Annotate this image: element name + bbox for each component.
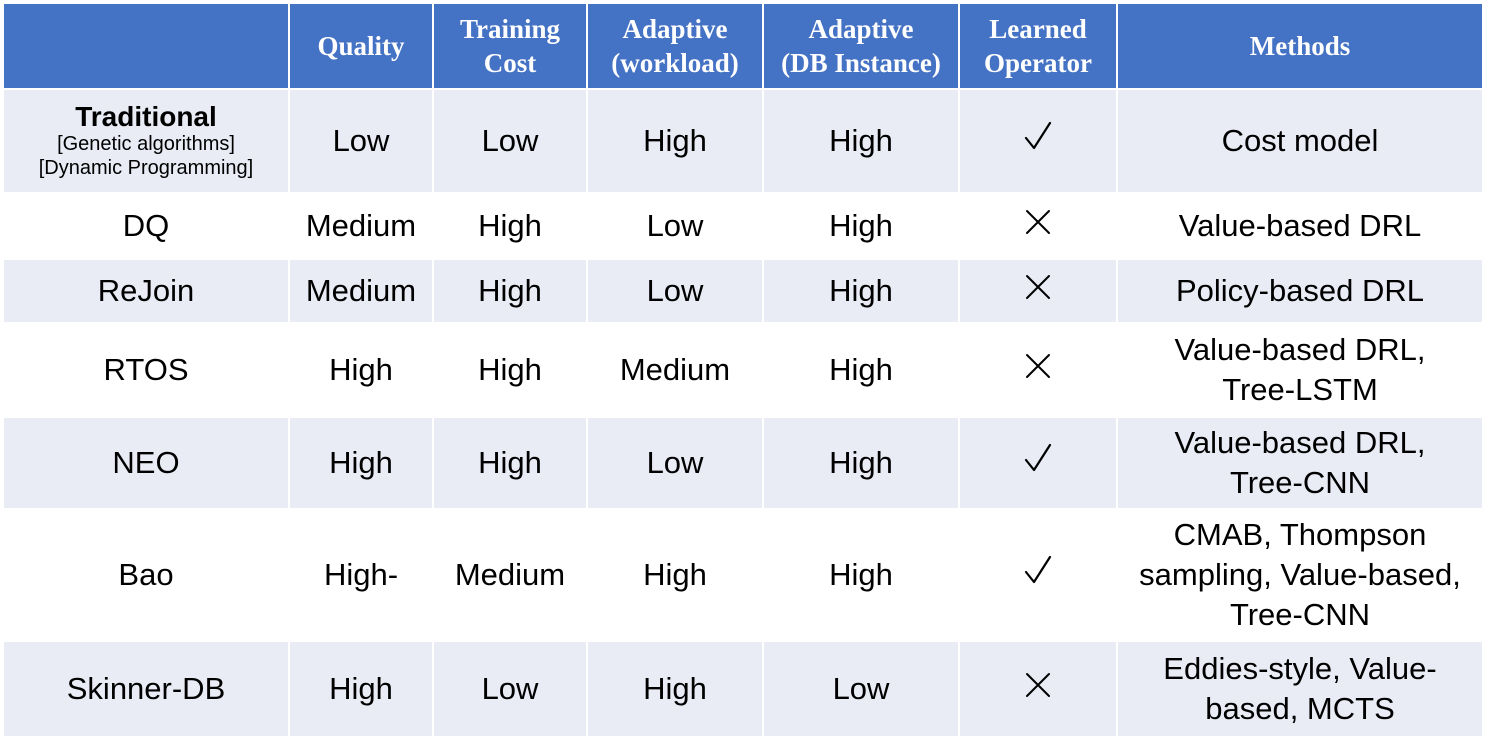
table-row: Traditional [Genetic algorithms] [Dynamic … [2, 88, 1484, 194]
method-line: Policy-based DRL [1175, 273, 1425, 308]
method-line: Tree-CNN [1229, 597, 1371, 632]
cell-adaptive-workload: High [586, 508, 764, 642]
check-icon [1024, 443, 1052, 473]
cell-quality: High [288, 416, 434, 510]
method-line: sampling, Value-based, [1139, 557, 1461, 592]
table-row: DQ Medium High Low High Value-based DRL [2, 192, 1484, 260]
table-body: Traditional [Genetic algorithms] [Dynamic … [2, 88, 1484, 738]
cell-approach: RTOS [2, 322, 290, 418]
cell-methods: Value-based DRL, Tree-LSTM [1116, 322, 1484, 418]
table-row: Bao High- Medium High High CMAB, Thompson samp… [2, 508, 1484, 642]
cell-quality: High [288, 322, 434, 418]
cell-learned-operator [958, 508, 1118, 642]
approach-subtitle: [Dynamic Programming] [38, 157, 254, 179]
header-adaptive-db-instance: Adaptive (DB Instance) [762, 2, 960, 90]
method-line: Value-based DRL, [1174, 332, 1426, 367]
header-quality: Quality [288, 2, 434, 90]
cell-learned-operator [958, 258, 1118, 324]
header-row: Quality Training Cost Adaptive (workload) … [2, 2, 1484, 90]
cell-adaptive-db: High [762, 508, 960, 642]
cell-training-cost: High [432, 322, 588, 418]
cell-adaptive-db: High [762, 258, 960, 324]
cell-methods: Eddies-style, Value-based, MCTS [1116, 640, 1484, 738]
approach-name: Bao [118, 557, 174, 592]
cell-approach: Skinner-DB [2, 640, 290, 738]
cell-training-cost: Low [432, 640, 588, 738]
approach-name: RTOS [103, 352, 189, 387]
cell-approach: NEO [2, 416, 290, 510]
method-line: Value-based DRL [1178, 208, 1422, 243]
cell-adaptive-db: High [762, 192, 960, 260]
approach-subtitle: [Genetic algorithms] [57, 133, 235, 155]
cell-methods: CMAB, Thompson sampling, Value-based, Tree… [1116, 508, 1484, 642]
cell-learned-operator [958, 192, 1118, 260]
cell-methods: Value-based DRL, Tree-CNN [1116, 416, 1484, 510]
approach-name: Skinner-DB [66, 671, 226, 706]
cell-methods: Value-based DRL [1116, 192, 1484, 260]
cell-approach: DQ [2, 192, 290, 260]
approach-name: NEO [112, 445, 180, 480]
cross-icon [1024, 352, 1052, 380]
cell-quality: Low [288, 88, 434, 194]
approach-name: DQ [122, 208, 170, 243]
cell-approach: ReJoin [2, 258, 290, 324]
method-line: Value-based DRL, [1174, 425, 1426, 460]
cell-adaptive-workload: Medium [586, 322, 764, 418]
header-learned-operator: Learned Operator [958, 2, 1118, 90]
cell-learned-operator [958, 88, 1118, 194]
cell-adaptive-db: High [762, 416, 960, 510]
cell-learned-operator [958, 416, 1118, 510]
cell-adaptive-db: High [762, 322, 960, 418]
cell-quality: Medium [288, 192, 434, 260]
check-icon [1024, 121, 1052, 151]
approach-name: ReJoin [97, 273, 195, 308]
cell-quality: Medium [288, 258, 434, 324]
header-approach [2, 2, 290, 90]
cell-adaptive-workload: Low [586, 416, 764, 510]
cell-adaptive-workload: Low [586, 258, 764, 324]
method-line: Cost model [1221, 123, 1379, 158]
cell-methods: Cost model [1116, 88, 1484, 194]
cell-adaptive-db: High [762, 88, 960, 194]
cell-approach: Traditional [Genetic algorithms] [Dynamic … [2, 88, 290, 194]
approach-name: Traditional [75, 101, 217, 132]
cell-methods: Policy-based DRL [1116, 258, 1484, 324]
cell-quality: High [288, 640, 434, 738]
cell-approach: Bao [2, 508, 290, 642]
method-line: based, MCTS [1205, 691, 1395, 726]
cell-adaptive-workload: High [586, 88, 764, 194]
cell-adaptive-workload: High [586, 640, 764, 738]
cross-icon [1024, 273, 1052, 301]
method-line: Eddies-style, Value- [1163, 651, 1437, 686]
method-line: Tree-CNN [1229, 465, 1371, 500]
method-line: CMAB, Thompson [1173, 517, 1427, 552]
cross-icon [1024, 208, 1052, 236]
header-training-cost: Training Cost [432, 2, 588, 90]
table-row: NEO High High Low High Value-based DRL, Tree-C… [2, 416, 1484, 510]
table-row: Skinner-DB High Low High Low Eddies-style, Va… [2, 640, 1484, 738]
cell-quality: High- [288, 508, 434, 642]
cross-icon [1024, 671, 1052, 699]
table-row: ReJoin Medium High Low High Policy-based DRL [2, 258, 1484, 324]
cell-learned-operator [958, 640, 1118, 738]
cell-adaptive-db: Low [762, 640, 960, 738]
method-line: Tree-LSTM [1222, 372, 1378, 407]
header-adaptive-workload: Adaptive (workload) [586, 2, 764, 90]
cell-training-cost: Medium [432, 508, 588, 642]
table-row: RTOS High High Medium High Value-based DRL, Tr… [2, 322, 1484, 418]
cell-training-cost: Low [432, 88, 588, 194]
cell-adaptive-workload: Low [586, 192, 764, 260]
check-icon [1024, 555, 1052, 585]
cell-training-cost: High [432, 192, 588, 260]
cell-learned-operator [958, 322, 1118, 418]
header-methods: Methods [1116, 2, 1484, 90]
cell-training-cost: High [432, 416, 588, 510]
cell-training-cost: High [432, 258, 588, 324]
